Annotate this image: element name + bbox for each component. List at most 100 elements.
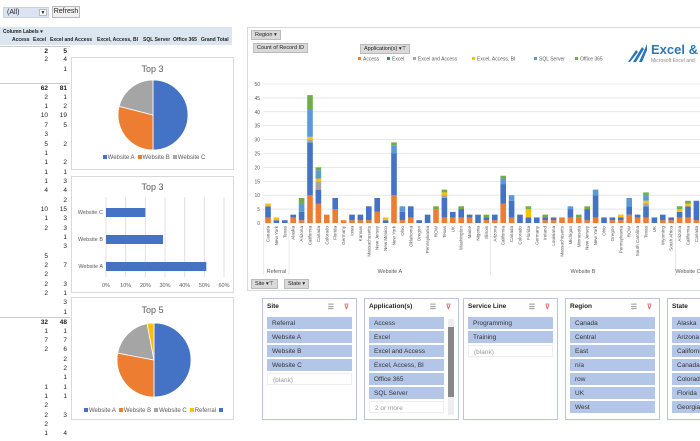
slicer-item[interactable]: Excel, Access, BI xyxy=(369,358,444,371)
cell-value[interactable]: 2 xyxy=(63,159,67,167)
cell-value[interactable]: 10 xyxy=(40,205,48,213)
bar-segment[interactable] xyxy=(315,189,322,204)
slicer-item-empty[interactable]: (blank) xyxy=(468,344,553,357)
pivot-row[interactable]: 3 xyxy=(0,130,70,139)
pivot-row[interactable]: 2 xyxy=(0,196,70,205)
cell-value[interactable]: 2 xyxy=(44,411,48,419)
bar-segment[interactable] xyxy=(366,206,372,221)
bar-segment[interactable] xyxy=(265,217,271,223)
bar-segment[interactable] xyxy=(307,136,313,140)
bar-segment[interactable] xyxy=(643,217,649,223)
clear-filter-icon[interactable]: ⊽ xyxy=(343,304,349,311)
bar-segment[interactable] xyxy=(433,209,439,223)
top3-pie-chart[interactable]: Top 3 Website A Website B Website C xyxy=(71,57,234,170)
cell-value[interactable]: 3 xyxy=(63,177,67,185)
bar-segment[interactable] xyxy=(609,220,616,223)
cell-value[interactable]: 15 xyxy=(59,205,67,213)
bar-segment[interactable] xyxy=(399,206,406,212)
pivot-row[interactable]: 10 15 xyxy=(0,205,70,214)
bar-segment[interactable] xyxy=(576,214,582,218)
cell-value[interactable]: 7 xyxy=(63,336,67,344)
pie-slice[interactable] xyxy=(152,80,188,150)
cell-value[interactable]: 2 xyxy=(63,364,67,372)
bar-segment[interactable] xyxy=(685,217,691,223)
bar-segment[interactable] xyxy=(340,220,347,223)
bar-segment[interactable] xyxy=(492,220,498,223)
cell-value[interactable]: 1 xyxy=(44,149,48,157)
cell-value[interactable]: 1 xyxy=(44,159,48,167)
bar-segment[interactable] xyxy=(601,217,607,223)
applications-field-button[interactable]: Application(s) ▾⊤ xyxy=(360,44,411,54)
bar-segment[interactable] xyxy=(324,214,330,223)
pivot-row[interactable]: 3 xyxy=(0,242,70,251)
slicer-item[interactable]: row xyxy=(570,372,655,385)
cell-value[interactable]: 1 xyxy=(63,327,67,335)
bar-segment[interactable] xyxy=(391,145,397,154)
bar-segment[interactable] xyxy=(391,142,397,146)
multi-select-icon[interactable]: ☰ xyxy=(429,304,436,311)
top5-pie-chart[interactable]: Top 5 Website A Website B Website C Referra… xyxy=(71,297,234,420)
bar-segment[interactable] xyxy=(483,220,490,223)
bar-segment[interactable] xyxy=(332,197,338,210)
cell-value[interactable]: 7 xyxy=(44,336,48,344)
bar-segment[interactable] xyxy=(399,211,406,221)
bar-segment[interactable] xyxy=(475,214,481,223)
slicer-item-empty[interactable]: 2 or more xyxy=(369,400,444,413)
cell-value[interactable]: 3 xyxy=(63,224,67,232)
chevron-down-icon[interactable]: ▼ xyxy=(39,9,47,16)
cell-value[interactable]: 1 xyxy=(44,215,48,223)
cell-value[interactable]: 3 xyxy=(63,243,67,251)
slicer-item[interactable]: Alaska xyxy=(672,316,700,329)
pie-slice[interactable] xyxy=(118,80,154,116)
cell-value[interactable]: 4 xyxy=(63,430,67,438)
bar-segment[interactable] xyxy=(382,217,389,221)
bar-segment[interactable] xyxy=(416,220,422,223)
bar-segment[interactable] xyxy=(450,211,456,218)
bar[interactable] xyxy=(106,262,207,271)
clear-filter-icon[interactable]: ⊽ xyxy=(445,304,451,311)
slicer-item[interactable]: Office 365 xyxy=(369,372,444,385)
pivot-row[interactable]: 2 xyxy=(0,270,70,279)
bar-segment[interactable] xyxy=(567,217,574,223)
slicer-item[interactable]: Florida xyxy=(672,386,700,399)
cell-value[interactable]: 48 xyxy=(59,319,67,327)
bar-segment[interactable] xyxy=(441,189,448,193)
bar-segment[interactable] xyxy=(433,206,439,210)
bar-segment[interactable] xyxy=(450,217,456,223)
cell-value[interactable]: 1 xyxy=(63,290,67,298)
slicer-item[interactable]: Excel xyxy=(369,330,444,343)
bar-segment[interactable] xyxy=(307,109,313,137)
slicer-item[interactable]: Website A xyxy=(267,330,352,343)
state-field-button[interactable]: State ▾ xyxy=(284,279,310,289)
cell-value[interactable]: 1 xyxy=(63,93,67,101)
bar-segment[interactable] xyxy=(676,206,683,210)
bar-segment[interactable] xyxy=(559,217,565,223)
slicer-item[interactable]: SQL Server xyxy=(369,386,444,399)
bar-segment[interactable] xyxy=(643,203,649,207)
slicer-site[interactable]: Site ☰ ⊽ Referral Website A Website B Website … xyxy=(262,298,357,420)
bar-segment[interactable] xyxy=(643,200,649,204)
cell-value[interactable]: 3 xyxy=(63,280,67,288)
bar-segment[interactable] xyxy=(374,197,380,212)
bar-segment[interactable] xyxy=(298,211,305,221)
cell-value[interactable]: 2 xyxy=(63,140,67,148)
bar[interactable] xyxy=(106,208,146,217)
bar-segment[interactable] xyxy=(584,220,590,223)
bar-segment[interactable] xyxy=(500,175,506,179)
slicer-item[interactable]: Referral xyxy=(267,316,352,329)
bar-segment[interactable] xyxy=(542,220,548,223)
bar-segment[interactable] xyxy=(609,217,616,221)
bar-segment[interactable] xyxy=(265,206,271,218)
bar-segment[interactable] xyxy=(651,217,658,223)
